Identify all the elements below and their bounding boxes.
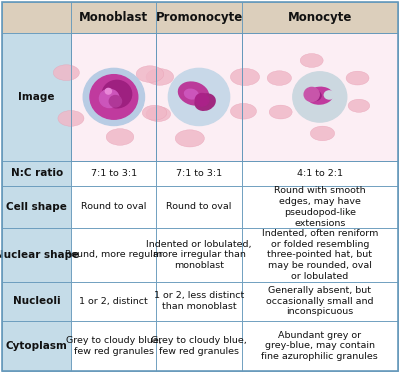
Ellipse shape (230, 68, 260, 85)
Ellipse shape (194, 93, 216, 111)
Ellipse shape (58, 110, 84, 126)
Text: Grey to cloudy blue,
few red granules: Grey to cloudy blue, few red granules (151, 336, 247, 356)
Bar (71, 186, 156, 228)
Text: Round with smooth
edges, may have
pseudopod-like
extensions: Round with smooth edges, may have pseudo… (274, 186, 366, 228)
Text: 1 or 2, less distinct
than monoblast: 1 or 2, less distinct than monoblast (154, 291, 244, 311)
Bar (71, 228, 156, 282)
Circle shape (293, 72, 347, 122)
Bar (156, 2, 242, 33)
Bar (2, 186, 71, 228)
Text: Cell shape: Cell shape (6, 202, 67, 212)
Bar (242, 282, 398, 320)
Text: Nucleoli: Nucleoli (13, 296, 60, 306)
Text: 7:1 to 3:1: 7:1 to 3:1 (91, 169, 137, 178)
Text: Abundant grey or
grey-blue, may contain
fine azurophilic granules: Abundant grey or grey-blue, may contain … (262, 330, 378, 361)
Text: Generally absent, but
occasionally small and
inconspicuous: Generally absent, but occasionally small… (266, 286, 374, 316)
Text: Round to oval: Round to oval (81, 203, 146, 211)
Circle shape (109, 95, 122, 107)
Text: Cytoplasm: Cytoplasm (6, 341, 68, 351)
Circle shape (90, 75, 138, 119)
Ellipse shape (142, 105, 167, 120)
Bar (242, 320, 398, 371)
Bar (156, 161, 242, 186)
Text: Round to oval: Round to oval (166, 203, 232, 211)
Ellipse shape (175, 130, 204, 147)
Bar (71, 33, 156, 161)
Bar (242, 186, 398, 228)
Ellipse shape (348, 99, 370, 112)
Bar (2, 228, 71, 282)
Ellipse shape (106, 129, 134, 145)
Bar (242, 228, 398, 282)
Circle shape (102, 80, 132, 108)
Bar (156, 33, 242, 161)
Ellipse shape (230, 103, 256, 119)
Bar (156, 228, 242, 282)
Text: Promonocyte: Promonocyte (155, 11, 243, 24)
Ellipse shape (53, 65, 79, 81)
Ellipse shape (300, 54, 323, 68)
Bar (156, 33, 242, 161)
Circle shape (195, 94, 209, 106)
Bar (242, 33, 398, 161)
Text: 7:1 to 3:1: 7:1 to 3:1 (176, 169, 222, 178)
Ellipse shape (178, 81, 209, 106)
Bar (71, 320, 156, 371)
Text: Nuclear shape: Nuclear shape (0, 250, 79, 260)
Text: N:C ratio: N:C ratio (10, 168, 63, 178)
Text: 4:1 to 2:1: 4:1 to 2:1 (297, 169, 343, 178)
Text: 1 or 2, distinct: 1 or 2, distinct (80, 297, 148, 305)
Bar (156, 186, 242, 228)
Text: Grey to cloudy blue,
few red granules: Grey to cloudy blue, few red granules (66, 336, 162, 356)
Ellipse shape (269, 105, 292, 119)
Bar (242, 2, 398, 33)
Ellipse shape (146, 69, 174, 85)
Bar (156, 282, 242, 320)
Ellipse shape (324, 90, 335, 100)
Ellipse shape (307, 90, 322, 101)
Text: Indented or lobulated,
more irregular than
monoblast: Indented or lobulated, more irregular th… (146, 240, 252, 270)
Circle shape (100, 89, 119, 107)
Text: Image: Image (18, 92, 55, 102)
Bar (2, 2, 71, 33)
Ellipse shape (146, 107, 170, 122)
Bar (2, 282, 71, 320)
Bar (71, 2, 156, 33)
Bar (2, 161, 71, 186)
Text: Monocyte: Monocyte (288, 11, 352, 24)
Circle shape (83, 68, 144, 126)
Ellipse shape (267, 71, 292, 85)
Bar (71, 161, 156, 186)
Ellipse shape (346, 71, 369, 85)
Text: Round, more regular: Round, more regular (65, 251, 163, 260)
Text: Indented, often reniform
or folded resembling
three-pointed hat, but
may be roun: Indented, often reniform or folded resem… (262, 229, 378, 281)
Circle shape (168, 68, 230, 126)
Text: Monoblast: Monoblast (79, 11, 148, 24)
Bar (242, 161, 398, 186)
Bar (242, 33, 398, 161)
Circle shape (304, 87, 319, 101)
Bar (156, 320, 242, 371)
Bar (2, 33, 71, 161)
Ellipse shape (184, 88, 199, 100)
Bar (2, 320, 71, 371)
Bar (71, 33, 156, 161)
Circle shape (105, 88, 112, 94)
Bar (71, 282, 156, 320)
Ellipse shape (310, 126, 335, 141)
Ellipse shape (306, 87, 333, 105)
Ellipse shape (136, 66, 164, 82)
